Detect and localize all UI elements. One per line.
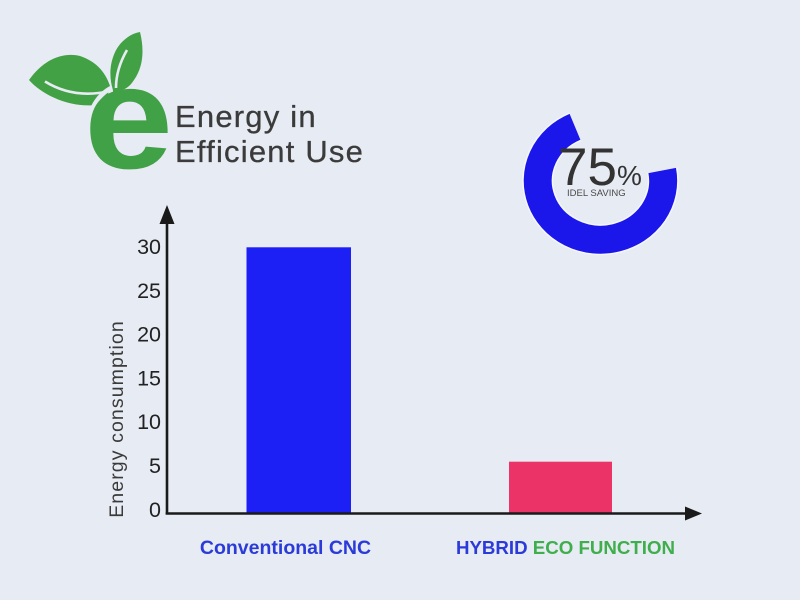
svg-text:10: 10 xyxy=(137,410,161,434)
svg-text:20: 20 xyxy=(137,323,161,347)
svg-text:30: 30 xyxy=(137,235,161,259)
svg-text:0: 0 xyxy=(149,498,161,522)
svg-text:15: 15 xyxy=(137,366,161,390)
svg-text:Energy consumption: Energy consumption xyxy=(106,320,128,518)
svg-text:25: 25 xyxy=(137,279,161,303)
svg-text:e: e xyxy=(84,35,173,199)
svg-text:HYBRID ECO FUNCTION: HYBRID ECO FUNCTION xyxy=(456,537,675,558)
svg-text:5: 5 xyxy=(149,454,161,478)
svg-text:Conventional CNC: Conventional CNC xyxy=(200,537,371,559)
